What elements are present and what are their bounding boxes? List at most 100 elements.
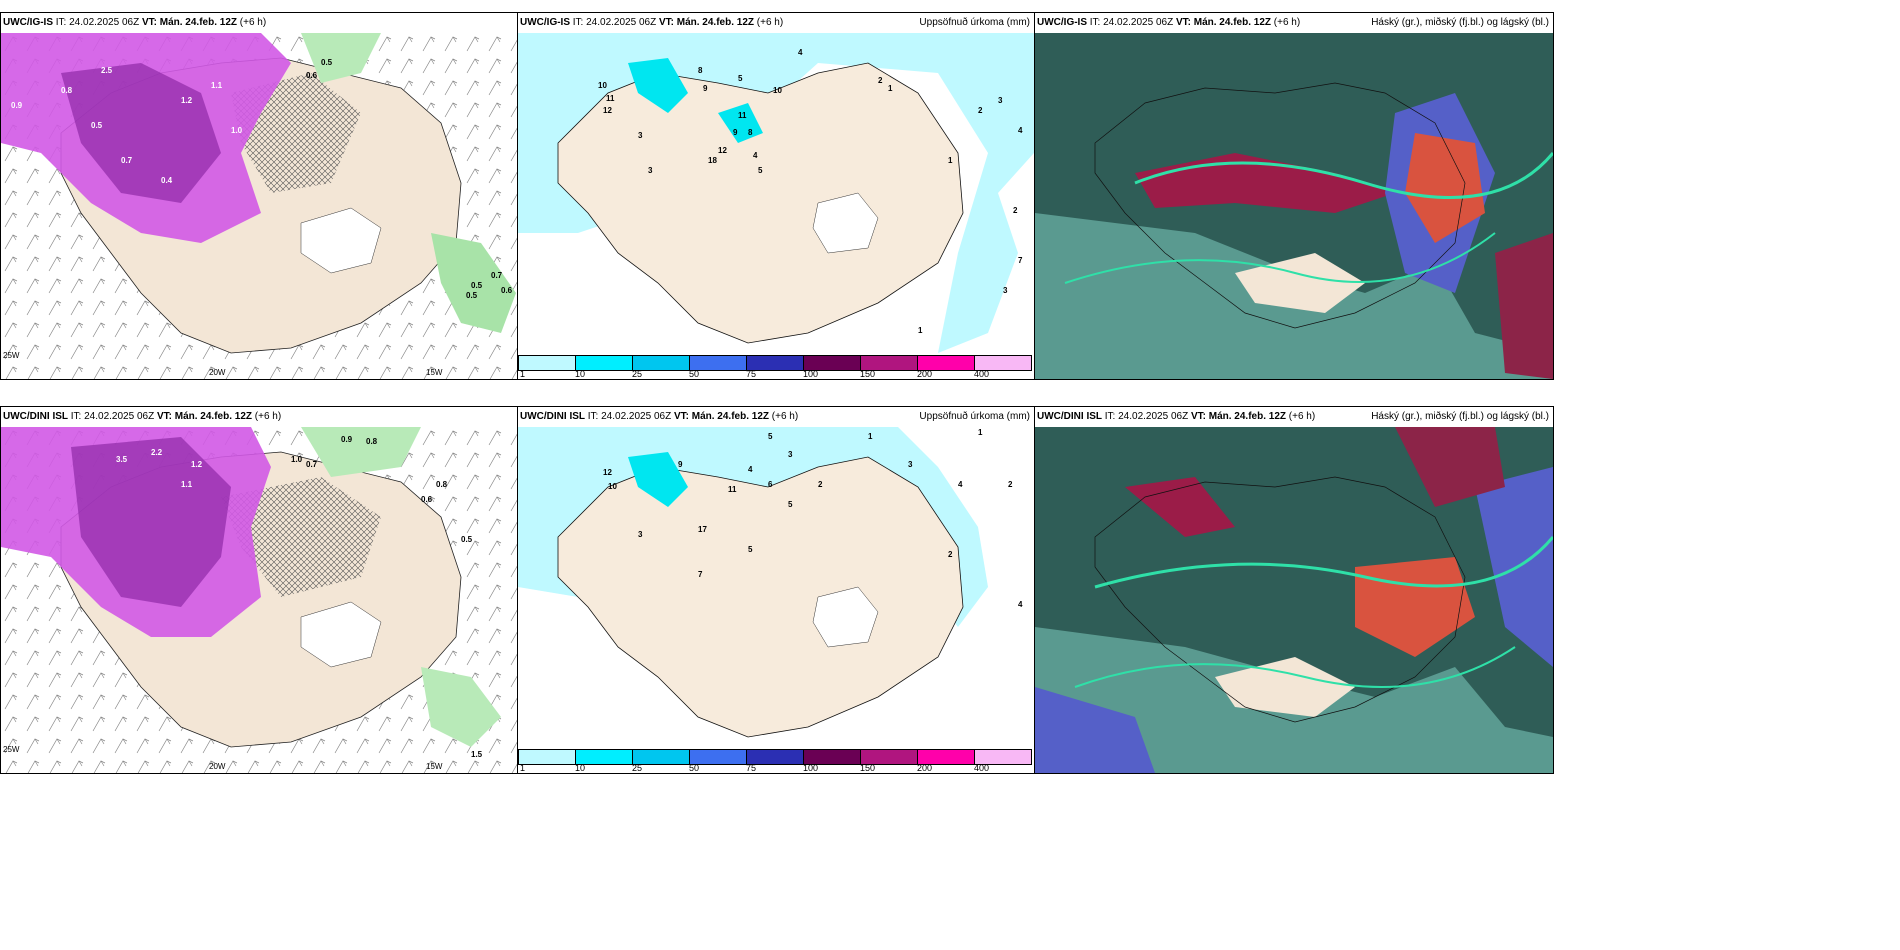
glacier	[812, 586, 879, 648]
axis-label-25w: 25W	[3, 745, 20, 754]
model-name: UWC/IG-IS	[520, 17, 570, 28]
value-label: 3.5	[116, 455, 128, 464]
colorbar-swatch	[860, 355, 917, 371]
value-label: 1	[948, 156, 953, 165]
colorbar-swatch	[917, 355, 974, 371]
value-label: 5	[748, 545, 753, 554]
axis-label-25w: 25W	[3, 351, 20, 360]
clear-area	[1215, 657, 1355, 717]
init-time: IT: 24.02.2025 06Z	[1104, 411, 1189, 422]
value-label: 4	[748, 465, 753, 474]
value-label: 0.5	[466, 291, 478, 300]
row2-wind-panel: UWC/DINI ISL IT: 24.02.2025 06Z VT: Mán.…	[0, 406, 518, 774]
value-label: 2.5	[101, 66, 113, 75]
value-label: 0.5	[461, 535, 473, 544]
value-label: 4	[1018, 600, 1023, 609]
valid-time: Mán. 24.feb. 12Z	[159, 17, 237, 28]
precip-green-top	[301, 33, 381, 83]
mid-cloud-band	[1125, 477, 1235, 537]
value-label: 2	[878, 76, 883, 85]
colorbar-tick: 75	[746, 369, 757, 379]
value-label: 9	[733, 128, 738, 137]
precip-colorbar	[518, 749, 1032, 767]
precip-dark-magenta	[61, 63, 221, 203]
colorbar-swatch	[689, 355, 746, 371]
lead-time: (+6 h)	[1288, 411, 1316, 422]
model-name: UWC/DINI ISL	[520, 411, 585, 422]
value-label: 0.9	[341, 435, 353, 444]
row1-mid-header: UWC/IG-IS IT: 24.02.2025 06Z VT: Mán. 24…	[520, 17, 783, 29]
value-label: 3	[788, 450, 793, 459]
colorbar-swatch	[632, 355, 689, 371]
valid-time: Mán. 24.feb. 12Z	[174, 411, 252, 422]
colorbar-swatch	[746, 355, 803, 371]
value-label: 0.6	[421, 495, 433, 504]
value-label: 2	[1008, 480, 1013, 489]
value-label: 0.4	[161, 176, 173, 185]
colorbar-tick: 1	[520, 763, 526, 773]
row2-cloud-map	[1035, 427, 1553, 773]
value-label: 0.9	[11, 101, 23, 110]
iceland-outline	[1094, 476, 1466, 723]
row2-precip-map: 5 3 9 4 6 11 17 12 10 5 2 1 3 4 2 1 7 5 …	[518, 427, 1023, 738]
colorbar-tick: 150	[860, 369, 876, 379]
precip-green	[421, 667, 501, 747]
value-label: 1.0	[291, 455, 303, 464]
valid-label: VT:	[658, 17, 674, 28]
value-label: 4	[753, 151, 758, 160]
value-label: 17	[698, 525, 707, 534]
value-label: 12	[718, 146, 727, 155]
row1-precip-panel: UWC/IG-IS IT: 24.02.2025 06Z VT: Mán. 24…	[517, 12, 1035, 380]
value-label: 2	[1013, 206, 1018, 215]
colorbar-swatch	[974, 749, 1032, 765]
row1-left-header: UWC/IG-IS IT: 24.02.2025 06Z VT: Mán. 24…	[3, 17, 266, 29]
colorbar-swatch	[575, 749, 632, 765]
colorbar-tick: 1	[520, 369, 526, 379]
value-label: 2.2	[151, 448, 163, 457]
value-label: 9	[703, 84, 708, 93]
value-label: 2	[948, 550, 953, 559]
value-label: 12	[603, 468, 612, 477]
colorbar-tick: 100	[803, 369, 819, 379]
valid-time: Mán. 24.feb. 12Z	[691, 411, 769, 422]
colorbar-tick: 200	[917, 763, 933, 773]
value-label: 11	[606, 94, 615, 103]
colorbar-tick: 50	[689, 763, 700, 773]
value-label: 3	[638, 131, 643, 140]
row2-cloud-panel: UWC/DINI ISL IT: 24.02.2025 06Z VT: Mán.…	[1034, 406, 1554, 774]
glacier	[300, 601, 382, 668]
value-label: 3	[1003, 286, 1008, 295]
axis-label-15w: 15W	[426, 368, 443, 377]
value-label: 2	[818, 480, 823, 489]
value-label: 1.0	[231, 126, 243, 135]
init-time: IT: 24.02.2025 06Z	[70, 411, 155, 422]
row1-cloud-panel: UWC/IG-IS IT: 24.02.2025 06Z VT: Mán. 24…	[1034, 12, 1554, 380]
value-label: 1	[868, 432, 873, 441]
init-time: IT: 24.02.2025 06Z	[587, 411, 672, 422]
hatch-area	[221, 477, 381, 597]
iceland-outline	[1094, 82, 1466, 329]
model-name: UWC/IG-IS	[3, 17, 53, 28]
cloud-edge	[1134, 152, 1553, 199]
row1-precip-map: 8 5 4 9 10 11 12 3 18 12 11 10 9 8 4 3 2…	[518, 33, 1034, 353]
row1-cloud-map	[1035, 33, 1553, 379]
valid-label: VT:	[156, 411, 172, 422]
colorbar-swatch	[746, 749, 803, 765]
value-label: 1.5	[471, 750, 483, 759]
lead-time: (+6 h)	[1273, 17, 1301, 28]
precip-mid-area	[718, 103, 763, 143]
valid-time: Mán. 24.feb. 12Z	[1208, 411, 1286, 422]
value-label: 0.6	[306, 71, 318, 80]
clear-area	[1235, 253, 1365, 313]
cloud-title: Háský (gr.), miðský (fj.bl.) og lágský (…	[1371, 17, 1549, 28]
valid-label: VT:	[141, 17, 157, 28]
lead-time: (+6 h)	[771, 411, 799, 422]
value-label: 10	[608, 482, 617, 491]
row2-wind-map: 2.2 3.5 1.2 1.1 0.9 0.8 1.0 0.7 0.8 0.6 …	[1, 427, 517, 773]
value-label: 1.1	[181, 480, 193, 489]
row2-precip-panel: UWC/DINI ISL IT: 24.02.2025 06Z VT: Mán.…	[517, 406, 1035, 774]
axis-label-20w: 20W	[209, 762, 226, 771]
value-label: 5	[758, 166, 763, 175]
row1-wind-map: 0.9 0.8 0.5 1.2 1.1 1.0 0.4 0.7 2.5 0.6 …	[1, 33, 517, 379]
high-cloud-maroon	[1395, 427, 1505, 507]
